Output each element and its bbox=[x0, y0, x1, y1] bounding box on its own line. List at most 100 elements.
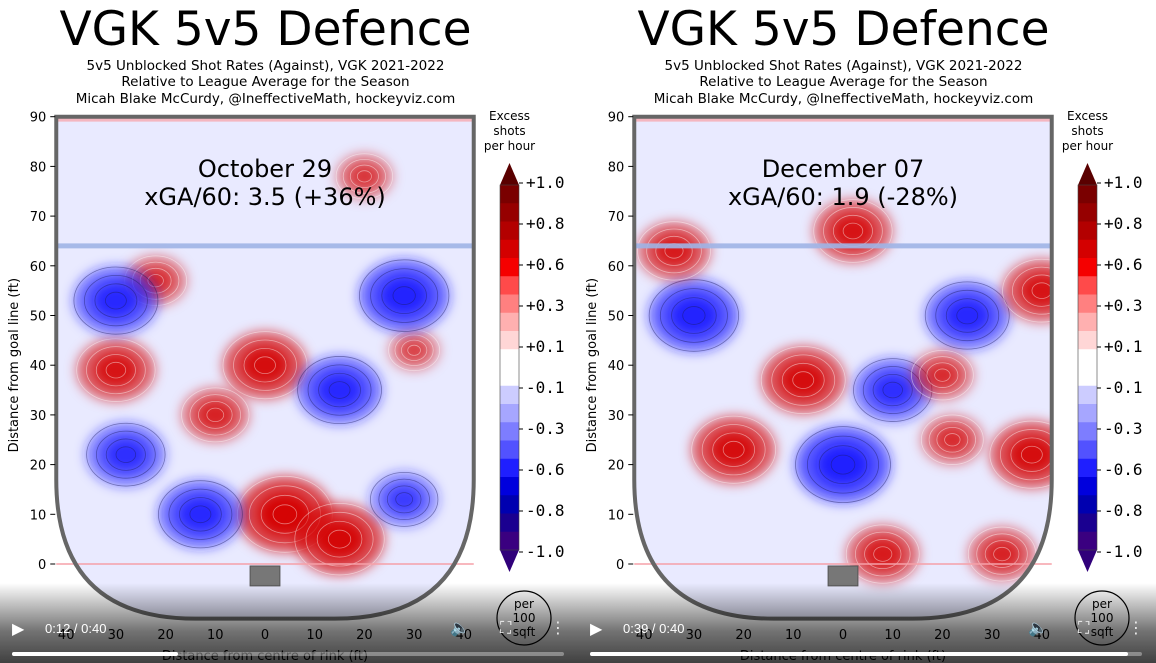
contour-line bbox=[637, 221, 711, 281]
contour-line bbox=[394, 334, 434, 366]
heatmap-blob-core bbox=[1019, 273, 1052, 308]
heatmap-blob-core bbox=[925, 361, 960, 389]
heatmap-blob-core bbox=[1008, 436, 1052, 474]
heatmap-blob-core bbox=[983, 539, 1021, 569]
video-controls: ▶ 0:12 / 0:40 🔈 ⛶ ⋮ bbox=[0, 583, 578, 663]
heatmap-blob bbox=[223, 331, 307, 399]
heatmap-blob bbox=[388, 329, 440, 371]
heatmap-blob-core bbox=[816, 443, 870, 486]
colorbar-segment bbox=[1078, 422, 1097, 441]
contour-line bbox=[359, 259, 450, 332]
heatmap-blob-core bbox=[176, 495, 224, 533]
colorbar-segment bbox=[500, 495, 519, 514]
contour-line bbox=[95, 354, 136, 387]
volume-icon[interactable]: 🔈 bbox=[1028, 618, 1048, 637]
heatmap-blob bbox=[158, 480, 243, 548]
contour-line bbox=[294, 502, 385, 576]
play-icon[interactable]: ▶ bbox=[12, 619, 25, 638]
contour-line bbox=[381, 277, 427, 314]
video-progress-bar[interactable] bbox=[12, 652, 564, 656]
colorbar-tick-label: -0.1 bbox=[1104, 378, 1143, 397]
heatmap-blob bbox=[181, 387, 250, 442]
contour-line bbox=[378, 478, 430, 521]
more-icon[interactable]: ⋮ bbox=[550, 618, 566, 637]
annotation-date: December 07 bbox=[762, 155, 925, 183]
contour-line bbox=[105, 291, 127, 310]
contour-line bbox=[872, 373, 913, 407]
colorbar-segment bbox=[500, 531, 519, 551]
colorbar-segment bbox=[500, 349, 519, 368]
heatmap-blob-core bbox=[258, 493, 312, 536]
colorbar-segment bbox=[1078, 294, 1097, 314]
contour-line bbox=[926, 362, 959, 388]
contour-line bbox=[1021, 274, 1052, 307]
contour-line bbox=[349, 164, 379, 189]
heatmap-blob-core bbox=[379, 275, 430, 316]
heatmap-blob-core bbox=[314, 519, 365, 559]
contour-line bbox=[115, 446, 137, 463]
heatmap-blob-core bbox=[668, 295, 719, 336]
colorbar-bottom-arrow bbox=[500, 550, 519, 572]
heatmap-blob bbox=[911, 350, 974, 400]
y-tick-label: 20 bbox=[30, 459, 47, 474]
contour-line bbox=[370, 471, 439, 527]
contour-line bbox=[864, 539, 902, 570]
chart-subtitle-line-2: Relative to League Average for the Seaso… bbox=[699, 74, 988, 90]
heatmap-blob-core bbox=[348, 163, 381, 189]
colorbar-segment bbox=[1078, 513, 1097, 533]
colorbar-segment bbox=[1078, 349, 1097, 368]
colorbar-tick-label: -0.1 bbox=[526, 378, 565, 397]
contour-line bbox=[920, 414, 984, 465]
contour-line bbox=[370, 268, 439, 323]
fullscreen-icon[interactable]: ⛶ bbox=[500, 618, 512, 637]
colorbar-tick-label: +0.1 bbox=[526, 337, 565, 356]
colorbar-title-line: per hour bbox=[1062, 139, 1113, 153]
contour-line bbox=[356, 170, 372, 183]
colorbar-segment bbox=[500, 513, 519, 533]
contour-line bbox=[328, 381, 351, 399]
contour-line bbox=[701, 424, 766, 476]
contour-line bbox=[928, 420, 976, 459]
colorbar-segment bbox=[1078, 185, 1097, 204]
contour-line bbox=[222, 331, 308, 400]
colorbar-tick-label: +1.0 bbox=[1104, 173, 1143, 192]
chart-panel-right: VGK 5v5 Defence 5v5 Unblocked Shot Rates… bbox=[578, 0, 1156, 663]
heatmap-blob-core bbox=[385, 484, 424, 515]
contour-line bbox=[94, 283, 138, 318]
contour-line bbox=[307, 364, 372, 416]
heatmap-blob bbox=[297, 356, 382, 424]
colorbar-title-line: per hour bbox=[484, 139, 535, 153]
colorbar-title-line: shots bbox=[1071, 124, 1103, 138]
contour-line bbox=[86, 346, 146, 395]
heatmap-blob-core bbox=[710, 431, 758, 469]
contour-line bbox=[934, 368, 951, 382]
colorbar-segment bbox=[500, 276, 519, 295]
volume-icon[interactable]: 🔈 bbox=[450, 618, 470, 637]
video-progress-bar[interactable] bbox=[590, 652, 1142, 656]
play-icon[interactable]: ▶ bbox=[590, 619, 603, 638]
colorbar-segment bbox=[500, 294, 519, 314]
heatmap-blob bbox=[370, 472, 438, 527]
contour-line bbox=[760, 346, 846, 415]
contour-line bbox=[386, 485, 422, 514]
colorbar-tick-label: +0.6 bbox=[526, 255, 565, 274]
y-tick-label: 50 bbox=[30, 310, 47, 325]
colorbar-segment bbox=[1078, 495, 1097, 514]
contour-line bbox=[781, 362, 825, 398]
colorbar-segment bbox=[500, 185, 519, 204]
fullscreen-icon[interactable]: ⛶ bbox=[1078, 618, 1090, 637]
contour-line bbox=[392, 286, 416, 305]
contour-line bbox=[712, 432, 756, 467]
contour-line bbox=[1002, 258, 1052, 323]
contour-line bbox=[818, 445, 868, 485]
colorbar-segment bbox=[500, 440, 519, 460]
more-icon[interactable]: ⋮ bbox=[1128, 618, 1144, 637]
annotation-date: October 29 bbox=[198, 155, 332, 183]
y-tick-label: 30 bbox=[608, 409, 625, 424]
colorbar-tick-label: -0.3 bbox=[1104, 419, 1143, 438]
contour-line bbox=[882, 381, 903, 399]
contour-line bbox=[935, 289, 1000, 342]
contour-line bbox=[999, 429, 1052, 481]
contour-line bbox=[910, 349, 974, 401]
contour-line bbox=[305, 511, 374, 567]
